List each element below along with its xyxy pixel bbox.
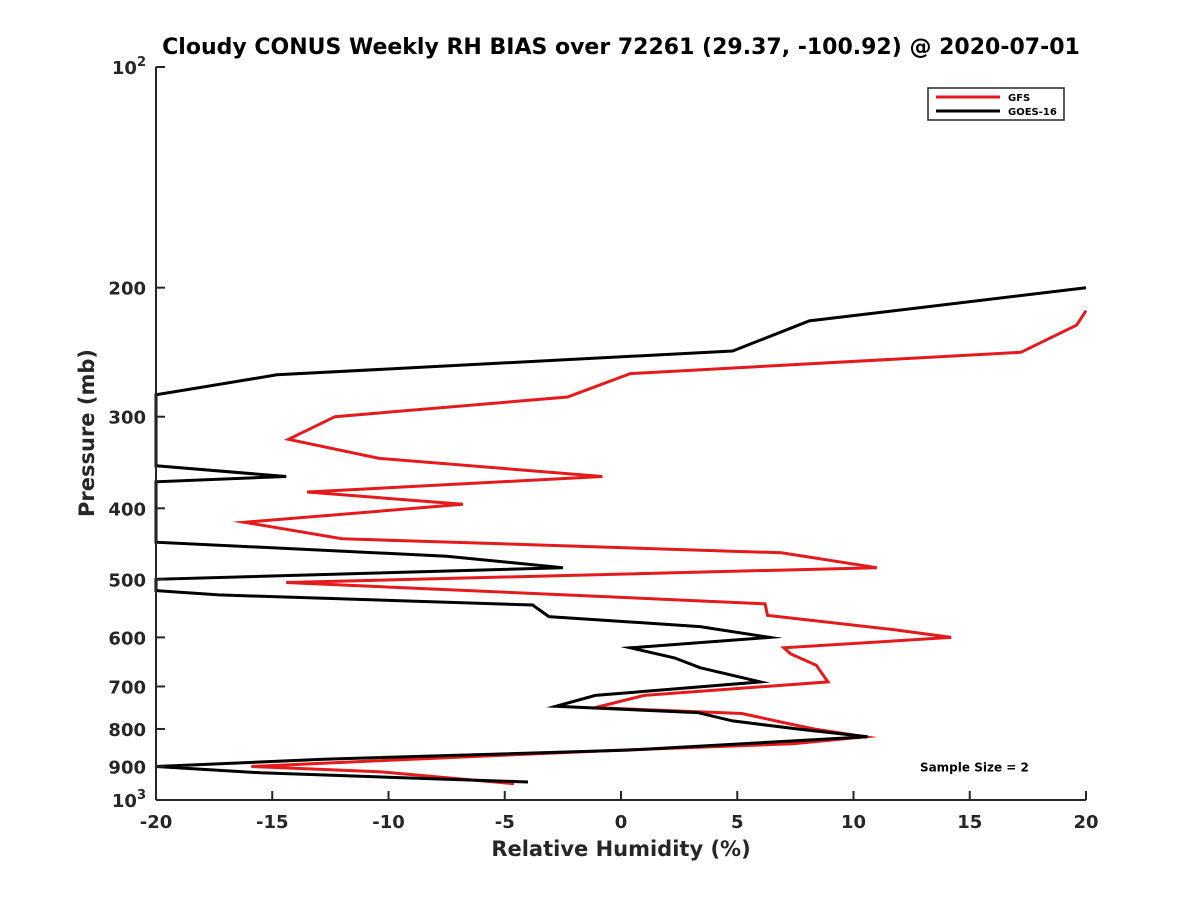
legend-box — [927, 87, 1065, 121]
series-line-goes-16 — [154, 286, 1087, 784]
legend: GFS GOES-16 — [927, 87, 1065, 121]
x-tick-label: -20 — [140, 812, 173, 833]
x-tick-label: 0 — [615, 812, 628, 833]
y-tick-label: 400 — [108, 499, 146, 520]
plot-area: -20 -15 -10 -5 0 5 10 15 20 102 200 300 400 500 600 700… — [108, 55, 1098, 833]
x-tick-label: 15 — [957, 812, 982, 833]
x-axis-label: Relative Humidity (%) — [491, 837, 750, 861]
y-tick-label: 103 — [112, 788, 146, 812]
x-tick-label: -15 — [256, 812, 289, 833]
y-tick-label: 200 — [108, 279, 146, 300]
x-tick-label: 5 — [731, 812, 744, 833]
y-axis-label: Pressure (mb) — [75, 349, 99, 517]
x-tick-label: 10 — [841, 812, 866, 833]
y-tick-label: 900 — [108, 757, 146, 778]
x-tick-label: -5 — [495, 812, 515, 833]
y-tick-label: 500 — [108, 570, 146, 591]
sample-size-annotation: Sample Size = 2 — [920, 760, 1029, 774]
y-tick-label: 102 — [112, 55, 146, 79]
legend-label: GOES-16 — [1008, 107, 1057, 118]
y-tick-label: 300 — [108, 408, 146, 429]
y-tick-label: 600 — [108, 628, 146, 649]
legend-label: GFS — [1008, 93, 1030, 104]
x-tick-label: 20 — [1073, 812, 1098, 833]
chart-title: Cloudy CONUS Weekly RH BIAS over 72261 (… — [162, 35, 1080, 60]
y-tick-label: 800 — [108, 720, 146, 741]
x-tick-label: -10 — [372, 812, 405, 833]
y-tick-label: 700 — [108, 677, 146, 698]
